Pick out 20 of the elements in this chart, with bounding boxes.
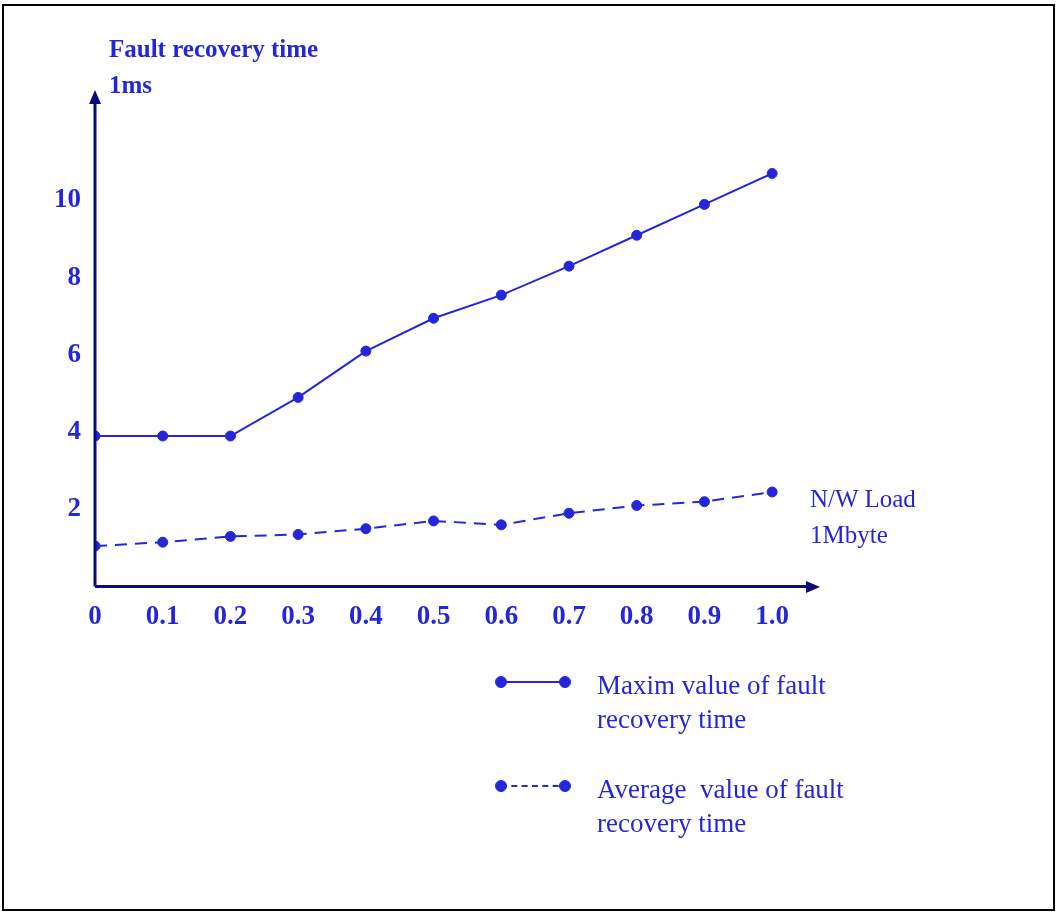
- y-axis-title: Fault recovery time 1ms: [109, 34, 319, 98]
- x-tick-label: 0.5: [416, 599, 451, 630]
- y-tick-label: 2: [67, 492, 81, 523]
- x-axis-title: N/W Load 1Mbyte: [810, 484, 917, 548]
- x-tick-label: 0.6: [484, 599, 519, 630]
- y-tick-label: 6: [67, 337, 81, 368]
- x-tick-label: 0.1: [145, 599, 180, 630]
- x-tick-label: 0.3: [281, 599, 316, 630]
- legend-label: Average value of fault recovery time: [597, 773, 845, 840]
- y-tick-label: 8: [67, 260, 81, 291]
- x-tick-label: 0.8: [619, 599, 654, 630]
- x-tick-label: 0.7: [552, 599, 586, 630]
- x-tick-label: 0.2: [213, 599, 248, 630]
- y-tick-label: 4: [67, 415, 81, 446]
- x-tick-label: 1.0: [755, 599, 790, 630]
- x-tick-label: 0.9: [687, 599, 722, 630]
- y-tick-label: 10: [54, 183, 81, 214]
- legend-label: Maxim value of fault recovery time: [597, 669, 827, 736]
- x-tick-label: 0.4: [348, 599, 383, 630]
- x-tick-label: 0: [88, 599, 102, 630]
